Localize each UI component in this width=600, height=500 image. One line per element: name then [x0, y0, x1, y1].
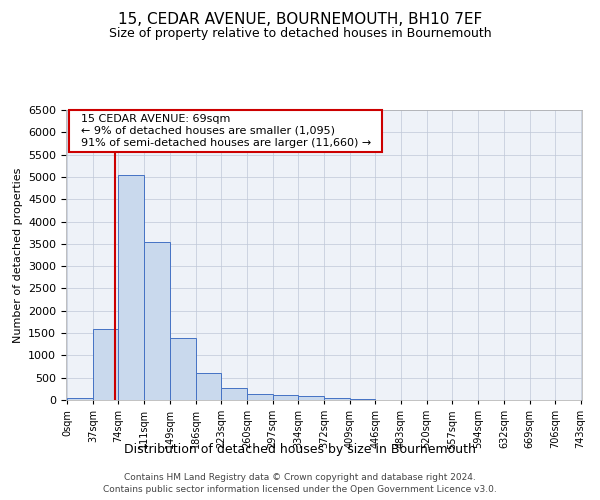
Y-axis label: Number of detached properties: Number of detached properties: [13, 168, 23, 342]
Bar: [325, 398, 350, 400]
Text: Contains HM Land Registry data © Crown copyright and database right 2024.: Contains HM Land Registry data © Crown c…: [124, 472, 476, 482]
Text: Size of property relative to detached houses in Bournemouth: Size of property relative to detached ho…: [109, 28, 491, 40]
Bar: [93, 328, 118, 400]
Bar: [67, 398, 93, 400]
Text: Contains public sector information licensed under the Open Government Licence v3: Contains public sector information licen…: [103, 485, 497, 494]
Text: Distribution of detached houses by size in Bournemouth: Distribution of detached houses by size …: [124, 442, 476, 456]
Bar: [272, 395, 298, 400]
Bar: [144, 242, 170, 400]
Bar: [118, 174, 144, 400]
Text: 15 CEDAR AVENUE: 69sqm  
  ← 9% of detached houses are smaller (1,095)  
  91% o: 15 CEDAR AVENUE: 69sqm ← 9% of detached …: [74, 114, 378, 148]
Bar: [170, 338, 196, 400]
Bar: [298, 396, 323, 400]
Bar: [196, 373, 221, 400]
Text: 15, CEDAR AVENUE, BOURNEMOUTH, BH10 7EF: 15, CEDAR AVENUE, BOURNEMOUTH, BH10 7EF: [118, 12, 482, 28]
Bar: [247, 394, 272, 400]
Bar: [221, 388, 247, 400]
